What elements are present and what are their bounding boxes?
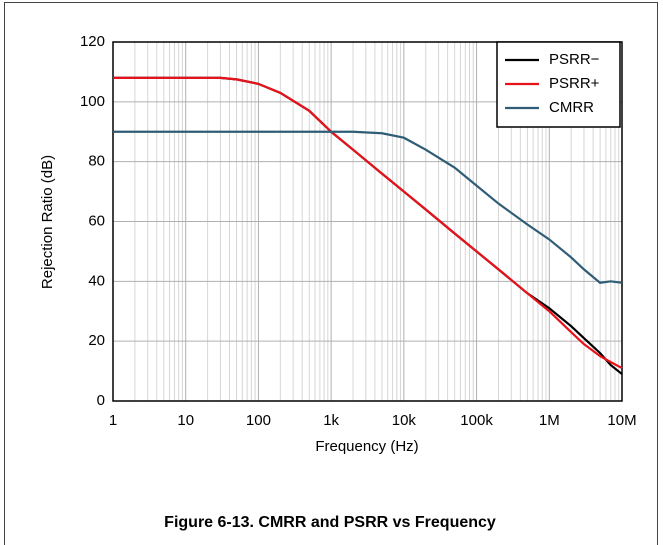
x-tick-label: 100 (246, 412, 271, 429)
plot-frame (112, 41, 623, 402)
y-tick-label: 100 (80, 93, 105, 110)
legend-label: PSRR− (549, 51, 600, 68)
legend-label: PSRR+ (549, 75, 600, 92)
x-axis-label: Frequency (Hz) (315, 438, 418, 455)
x-tick-label: 10k (392, 412, 417, 429)
y-tick-label: 80 (88, 153, 105, 170)
y-tick-label: 120 (80, 33, 105, 50)
y-tick-label: 60 (88, 212, 105, 229)
legend-label: CMRR (549, 99, 594, 116)
y-tick-label: 0 (97, 392, 105, 409)
series-line (113, 130, 623, 284)
y-axis-label: Rejection Ratio (dB) (39, 155, 56, 289)
y-tick-label: 40 (88, 272, 105, 289)
series-line (113, 76, 623, 370)
y-tick-label: 20 (88, 332, 105, 349)
x-tick-label: 10 (177, 412, 194, 429)
x-tick-label: 1M (539, 412, 560, 429)
x-tick-label: 1 (109, 412, 117, 429)
x-tick-label: 100k (460, 412, 493, 429)
figure-frame (4, 2, 658, 545)
x-tick-label: 10M (607, 412, 636, 429)
x-tick-label: 1k (323, 412, 339, 429)
chart-title: Figure 6-13. CMRR and PSRR vs Frequency (164, 514, 496, 531)
